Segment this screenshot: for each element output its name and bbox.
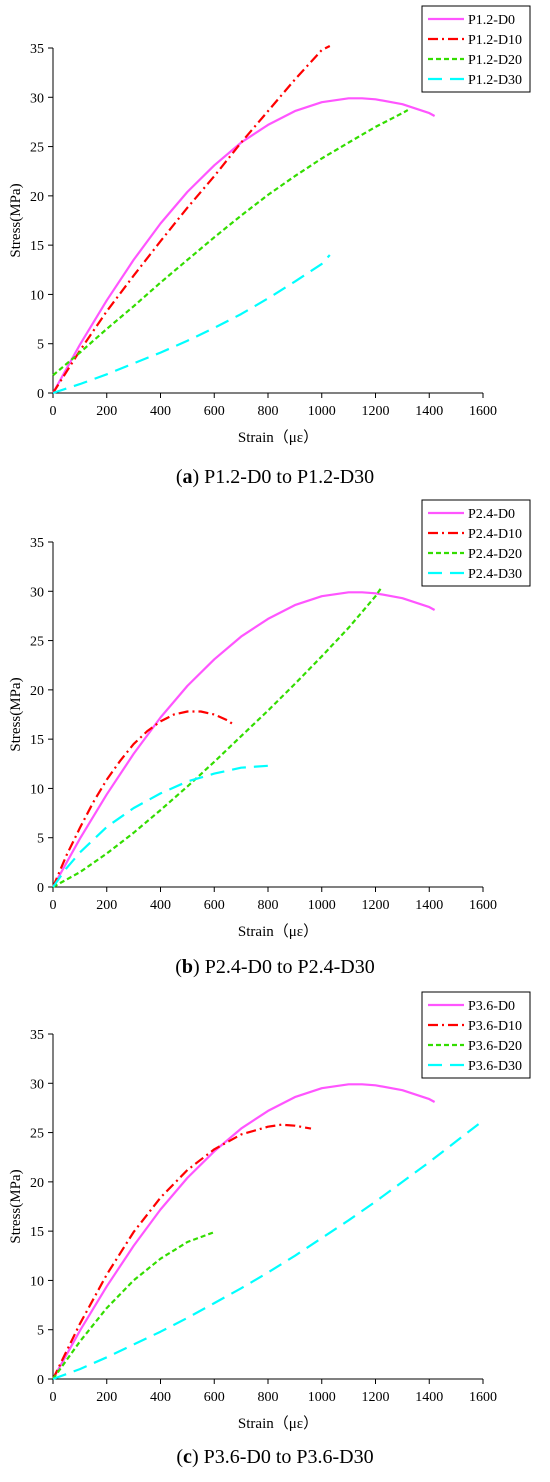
x-tick-label: 800 (258, 404, 279, 419)
y-axis-title: Stress(MPa) (8, 183, 24, 257)
y-tick-label: 30 (30, 91, 44, 106)
chart-a: 0 5 10 15 20 25 30 35 0 200 400 600 800 1000 1200 1400 1… (8, 5, 531, 446)
series-line-P3.6-D10 (52, 1123, 312, 1380)
legend: P2.4-D0 P2.4-D10 P2.4-D20 P2.4-D30 (421, 499, 531, 587)
x-tick-label: 1200 (362, 898, 390, 913)
caption-c: (c) P3.6-D0 to P3.6-D30 (176, 1446, 374, 1468)
series-line-P1.2-D30 (52, 254, 331, 395)
series-line-P2.4-D0 (52, 591, 436, 888)
y-tick-label: 25 (30, 1127, 44, 1142)
legend: P1.2-D0 P1.2-D10 P1.2-D20 P1.2-D30 (421, 5, 531, 93)
y-axis-title: Stress(MPa) (8, 677, 24, 751)
legend: P3.6-D0 P3.6-D10 P3.6-D20 P3.6-D30 (421, 991, 531, 1079)
y-tick-label: 10 (30, 1274, 44, 1289)
legend-box (421, 991, 531, 1079)
x-tick-label: 1600 (469, 1390, 497, 1405)
x-tick-label: 1400 (415, 404, 443, 419)
y-tick-label: 35 (30, 1028, 44, 1043)
chart-b: 0 5 10 15 20 25 30 35 0 200 400 600 800 1000 1200 1400 1… (8, 499, 531, 940)
y-tick-label: 15 (30, 733, 44, 748)
x-axis-title: Strain（με） (238, 923, 318, 940)
series-line-P2.4-D30 (52, 764, 274, 888)
legend-label: P1.2-D0 (468, 13, 515, 28)
y-tick-label: 0 (37, 1373, 44, 1388)
x-tick-label: 0 (50, 898, 57, 913)
x-axis-title: Strain（με） (238, 429, 318, 446)
legend-label: P1.2-D30 (468, 73, 522, 88)
legend-label: P1.2-D20 (468, 53, 522, 68)
y-tick-label: 10 (30, 288, 44, 303)
x-tick-label: 1600 (469, 404, 497, 419)
legend-box (421, 5, 531, 93)
y-tick-label: 15 (30, 1225, 44, 1240)
y-tick-label: 25 (30, 141, 44, 156)
y-tick-label: 15 (30, 239, 44, 254)
x-tick-label: 1000 (308, 1390, 336, 1405)
x-tick-label: 400 (150, 898, 171, 913)
series-line-P3.6-D30 (52, 1119, 484, 1381)
y-tick-label: 35 (30, 536, 44, 551)
legend-label: P2.4-D20 (468, 547, 522, 562)
series-line-P1.2-D20 (52, 109, 409, 377)
x-tick-label: 1200 (362, 404, 390, 419)
y-tick-label: 35 (30, 42, 44, 57)
x-tick-label: 400 (150, 1390, 171, 1405)
x-tick-label: 1000 (308, 898, 336, 913)
x-tick-label: 800 (258, 898, 279, 913)
legend-label: P2.4-D10 (468, 527, 522, 542)
x-tick-label: 0 (50, 404, 57, 419)
chart-panel-a: 0 5 10 15 20 25 30 35 0 200 400 600 800 1000 1200 1400 1… (0, 0, 550, 460)
x-tick-label: 600 (204, 1390, 225, 1405)
x-tick-label: 200 (96, 404, 117, 419)
chart-c: 0 5 10 15 20 25 30 35 0 200 400 600 800 1000 1200 1400 1… (8, 991, 531, 1432)
legend-box (421, 499, 531, 587)
x-tick-label: 800 (258, 1390, 279, 1405)
x-tick-label: 200 (96, 1390, 117, 1405)
legend-label: P3.6-D10 (468, 1019, 522, 1034)
chart-panel-c: 0 5 10 15 20 25 30 35 0 200 400 600 800 1000 1200 1400 1… (0, 986, 550, 1446)
y-tick-label: 0 (37, 387, 44, 402)
y-tick-label: 20 (30, 1176, 44, 1191)
y-tick-label: 30 (30, 1077, 44, 1092)
y-tick-label: 20 (30, 684, 44, 699)
x-tick-label: 1000 (308, 404, 336, 419)
x-tick-label: 1400 (415, 1390, 443, 1405)
y-tick-label: 20 (30, 190, 44, 205)
chart-panel-b: 0 5 10 15 20 25 30 35 0 200 400 600 800 1000 1200 1400 1… (0, 494, 550, 954)
x-tick-label: 1600 (469, 898, 497, 913)
legend-label: P3.6-D30 (468, 1059, 522, 1074)
y-tick-label: 25 (30, 635, 44, 650)
y-tick-label: 5 (37, 1324, 44, 1339)
y-tick-label: 5 (37, 338, 44, 353)
legend-label: P3.6-D20 (468, 1039, 522, 1054)
series-line-P1.2-D0 (52, 97, 436, 394)
series-line-P1.2-D10 (52, 45, 331, 394)
caption-b: (b) P2.4-D0 to P2.4-D30 (175, 956, 375, 978)
x-tick-label: 1400 (415, 898, 443, 913)
legend-label: P2.4-D30 (468, 567, 522, 582)
legend-label: P3.6-D0 (468, 999, 515, 1014)
y-tick-label: 10 (30, 782, 44, 797)
series-line-P2.4-D10 (51, 710, 234, 888)
x-tick-label: 1200 (362, 1390, 390, 1405)
x-tick-label: 200 (96, 898, 117, 913)
x-tick-label: 600 (204, 898, 225, 913)
legend-label: P1.2-D10 (468, 33, 522, 48)
series-line-P2.4-D20 (52, 587, 382, 888)
x-tick-label: 0 (50, 1390, 57, 1405)
y-axis-title: Stress(MPa) (8, 1169, 24, 1243)
caption-a: (a) P1.2-D0 to P1.2-D30 (175, 466, 375, 488)
series-line-P3.6-D0 (52, 1083, 436, 1380)
y-tick-label: 5 (37, 832, 44, 847)
y-tick-label: 0 (37, 881, 44, 896)
x-axis-title: Strain（με） (238, 1415, 318, 1432)
x-tick-label: 400 (150, 404, 171, 419)
legend-label: P2.4-D0 (468, 507, 515, 522)
series-line-P3.6-D20 (52, 1231, 215, 1380)
x-tick-label: 600 (204, 404, 225, 419)
y-tick-label: 30 (30, 585, 44, 600)
